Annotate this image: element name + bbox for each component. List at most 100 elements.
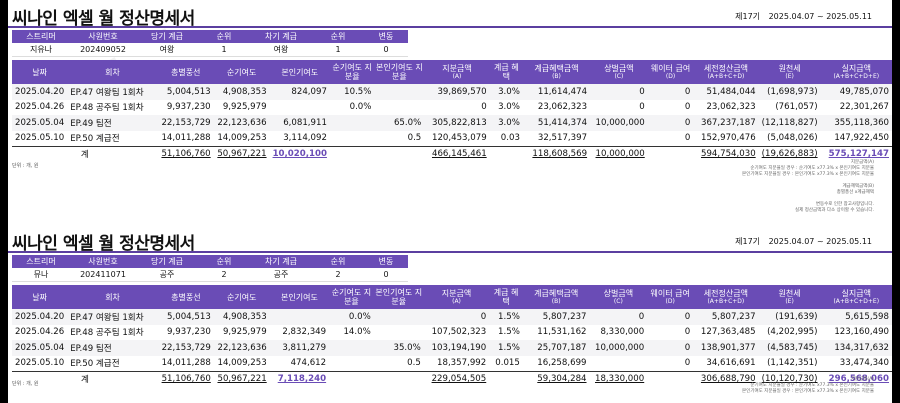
table-cell: 23,062,323 (706, 102, 756, 113)
table-cell: 22,123,636 (213, 115, 270, 131)
table-cell: 5,807,237 (693, 309, 759, 325)
table-cell: 14,009,253 (217, 133, 267, 143)
settlement-table: 날짜 회차 총별풍선 순기여도 본인기여도 순기여도 지분율 본인기여도 지분율 지분금액 (A… (12, 60, 892, 161)
total-cell: (19,626,883) (758, 145, 821, 161)
table-cell: 14,009,253 (217, 358, 267, 368)
column-header: 실지급액 (A+B+C+D+E) (820, 285, 892, 309)
column-header: 총별풍선 (157, 285, 214, 309)
column-header: 지분금액 (A) (423, 285, 490, 309)
footnote-line: 총별풍선 x계급혜택 (836, 190, 874, 195)
table-cell: 1.5% (498, 327, 520, 338)
total-cell: 594,754,030 (693, 145, 759, 161)
table-cell: 1.5% (489, 309, 523, 325)
table-cell: 10,000,000 (590, 115, 648, 131)
table-cell: EP.48 공주팀 1회차 (70, 328, 144, 339)
table-cell (374, 100, 424, 116)
table-cell: 14.0% (343, 327, 371, 338)
table-cell: 2025.05.04 (12, 340, 68, 356)
info-header: 순위 (312, 30, 364, 43)
total-cell: 118,608,569 (522, 145, 591, 161)
table-cell: 4,908,353 (213, 309, 270, 325)
table-cell: (12,118,827) (758, 115, 821, 131)
table-cell: 32,517,397 (537, 133, 588, 143)
table-cell: 34,616,691 (706, 358, 756, 368)
info-value: 뮤나 (12, 268, 70, 282)
footnote-line: 실제 정산금액과 다소 상이할 수 있습니다. (795, 208, 874, 213)
table-cell: 5,615,598 (820, 309, 892, 325)
footnote-line: 지분금액(A) (850, 160, 874, 165)
column-header: 회차 (67, 60, 158, 84)
table-cell: 23,062,323 (537, 102, 588, 113)
info-header: 스트리머 (12, 255, 70, 268)
footnote-line: 본인기여도 지분율일 경우 : 본인기여도 x77.3% x 본인기여도 지분율 (742, 389, 874, 394)
table-cell: 6,081,911 (269, 115, 330, 131)
period: 제17기 2025.04.07 ~ 2025.05.11 (729, 11, 872, 22)
table-cell: EP.50 계급전 (70, 359, 120, 369)
table-cell: 2025.04.20 (12, 309, 68, 325)
info-value: 지유나 (12, 43, 70, 57)
column-header: 세전정산금액 (A+B+C+D) (693, 285, 759, 309)
footnote-line: 계급혜택금액(B) (842, 184, 874, 189)
table-cell: 51,414,374 (522, 115, 591, 131)
table-cell: 3.0% (489, 115, 523, 131)
table-cell: 9,937,230 (166, 102, 211, 113)
info-header: 사원번호 (70, 255, 136, 268)
table-cell: 22,153,729 (157, 115, 214, 131)
column-header: 총별풍선 (157, 60, 214, 84)
table-cell: 22,301,267 (839, 102, 889, 113)
column-header: 원천세 (E) (758, 60, 821, 84)
footnote-line: 순기여도 지분율일 경우 : 순기여도 x77.3% x 본인기여도 지분율 (750, 383, 874, 388)
table-cell: (1,142,351) (767, 358, 818, 368)
table-cell: 107,502,323 (431, 327, 487, 338)
info-header: 변동 (364, 30, 408, 43)
table-cell: EP.48 공주팀 1회차 (70, 103, 144, 114)
table-cell: 0.5 (407, 133, 422, 143)
table-cell: 147,922,450 (834, 133, 889, 143)
table-cell: 9,937,230 (167, 327, 211, 338)
total-cell: 18,330,000 (589, 370, 648, 386)
total-cell (329, 145, 375, 161)
footnote-line: 순기여도 지분율일 경우 : 순기여도 x77.3% x 본인기여도 지분율 (750, 166, 874, 171)
settlement-page: · · · · · 씨나인 엑셀 월 정산명세서 제17기 2025.04.07… (8, 0, 892, 403)
table-cell: 1.5% (489, 340, 523, 356)
info-header: 차기 계급 (250, 30, 312, 43)
streamer-info-table: 스트리머 사원번호 당기 계급 순위 차기 계급 순위 변동 뮤나 202411… (12, 255, 408, 282)
table-cell: 5,004,513 (157, 309, 214, 325)
total-cell: 50,967,221 (213, 145, 270, 161)
table-cell (590, 356, 648, 372)
info-value: 1 (312, 43, 364, 57)
total-cell: 306,688,790 (693, 370, 759, 386)
info-header: 순위 (198, 30, 250, 43)
info-value: 202411071 (70, 268, 136, 282)
total-cell: 51,106,760 (157, 370, 214, 386)
table-cell: 3,114,092 (283, 133, 327, 143)
streamer-info-table: 스트리머 사원번호 당기 계급 순위 차기 계급 순위 변동 지유나 20240… (12, 30, 408, 57)
info-value: 2 (198, 268, 250, 282)
info-value: 202409052 (70, 43, 136, 57)
period-label: 제17기 (735, 12, 761, 21)
table-row: 2025.05.04 EP.49 팀전 22,153,729 22,123,636 3,… (12, 340, 892, 356)
table-cell (373, 309, 424, 325)
table-cell: EP.50 계급전 (70, 134, 120, 144)
column-header: 순기여도 (213, 60, 270, 84)
table-cell: 22,123,636 (213, 340, 270, 356)
total-cell: (10,120,730) (758, 370, 821, 386)
table-cell: 14,011,288 (161, 358, 211, 368)
table-row: 2025.05.10 EP.50 계급전 14,011,288 14,009,253 3… (12, 131, 892, 147)
table-cell: 0.0% (349, 102, 372, 113)
total-cell: 575,127,147 (820, 145, 892, 161)
column-header: 계급 혜택 (489, 285, 523, 309)
table-cell: 18,357,992 (437, 358, 487, 368)
settlement-statement-2: 씨나인 엑셀 월 정산명세서 제17기 2025.04.07 ~ 2025.05… (8, 225, 892, 394)
table-cell: 2025.04.20 (12, 84, 68, 100)
table-cell: 2025.05.10 (15, 358, 65, 368)
table-row: 2025.04.20 EP.47 여왕팀 1회차 5,004,513 4,908,35… (12, 84, 892, 100)
total-cell: 229,054,505 (423, 370, 490, 386)
total-row: 계 51,106,760 50,967,221 7,118,240 229,054,50… (12, 370, 892, 386)
table-cell: 134,317,632 (820, 340, 892, 356)
table-row: 2025.05.10 EP.50 계급전 14,011,288 14,009,253 4… (12, 356, 892, 372)
table-cell: 355,118,360 (820, 115, 892, 131)
table-cell: 5,004,513 (157, 84, 214, 100)
table-cell: 2025.05.10 (15, 133, 65, 143)
table-cell: 0 (639, 102, 645, 113)
